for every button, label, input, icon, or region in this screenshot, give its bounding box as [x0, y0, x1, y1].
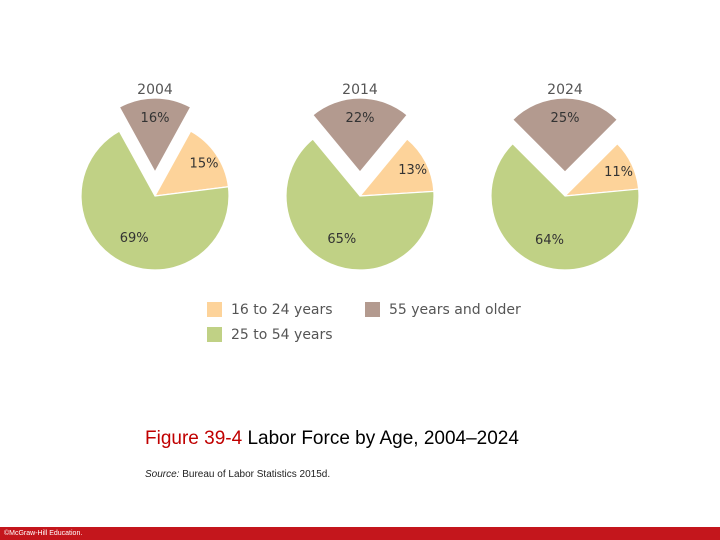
- legend-swatch-55-and-older: [365, 302, 380, 317]
- pie-label-2024-16-to-24-years: 11%: [604, 165, 633, 180]
- source-text: Bureau of Labor Statistics 2015d.: [182, 469, 331, 480]
- legend-item-25-to-54: 25 to 54 years: [207, 326, 333, 344]
- figure-title: Labor Force by Age, 2004–2024: [247, 428, 519, 449]
- legend-label-16-to-24: 16 to 24 years: [231, 302, 333, 318]
- pie-slice-2014-16-to-24-years: [358, 138, 435, 197]
- pie-slice-2004-55-years-and-older: [118, 97, 192, 174]
- pie-slice-2014-25-to-54-years: [285, 138, 435, 271]
- legend-item-55-and-older: 55 years and older: [365, 301, 521, 319]
- legend-label-25-to-54: 25 to 54 years: [231, 327, 333, 343]
- pie-label-2024-25-to-54-years: 64%: [535, 233, 564, 248]
- pie-label-2004-55-years-and-older: 16%: [141, 111, 170, 126]
- pie-slice-2024-25-to-54-years: [490, 142, 640, 271]
- pie-slice-2014-55-years-and-older: [311, 97, 409, 173]
- pie-label-2004-16-to-24-years: 15%: [190, 157, 219, 172]
- pie-label-2004-25-to-54-years: 69%: [120, 231, 149, 246]
- pie-slice-2004-16-to-24-years: [153, 130, 230, 197]
- footer-bar: ©McGraw-Hill Education.: [0, 527, 720, 540]
- legend-item-16-to-24: 16 to 24 years: [207, 301, 333, 319]
- figure-number: Figure 39-4: [145, 428, 243, 449]
- pie-year-2014: 2014: [342, 82, 378, 98]
- pie-label-2014-16-to-24-years: 13%: [398, 163, 427, 178]
- pie-label-2014-25-to-54-years: 65%: [327, 232, 356, 247]
- pie-year-2024: 2024: [547, 82, 583, 98]
- figure-caption: Figure 39-4 Labor Force by Age, 2004–202…: [145, 428, 519, 450]
- source-note: Source: Bureau of Labor Statistics 2015d…: [145, 469, 330, 480]
- pie-slice-2004-25-to-54-years: [80, 130, 230, 271]
- source-label: Source:: [145, 469, 180, 480]
- pie-label-2024-55-years-and-older: 25%: [551, 111, 580, 126]
- copyright-text: ©McGraw-Hill Education.: [4, 530, 83, 537]
- legend-label-55-and-older: 55 years and older: [389, 302, 521, 318]
- pie-year-2004: 2004: [137, 82, 173, 98]
- legend-swatch-16-to-24: [207, 302, 222, 317]
- legend-swatch-25-to-54: [207, 327, 222, 342]
- pie-charts: 2004 16% 15% 69% 2014 22% 13% 65% 2024 25% 11% 64%: [80, 82, 640, 271]
- pie-label-2014-55-years-and-older: 22%: [346, 111, 375, 126]
- pie-slice-2024-55-years-and-older: [511, 97, 619, 173]
- legend: 16 to 24 years 55 years and older 25 to …: [207, 298, 547, 348]
